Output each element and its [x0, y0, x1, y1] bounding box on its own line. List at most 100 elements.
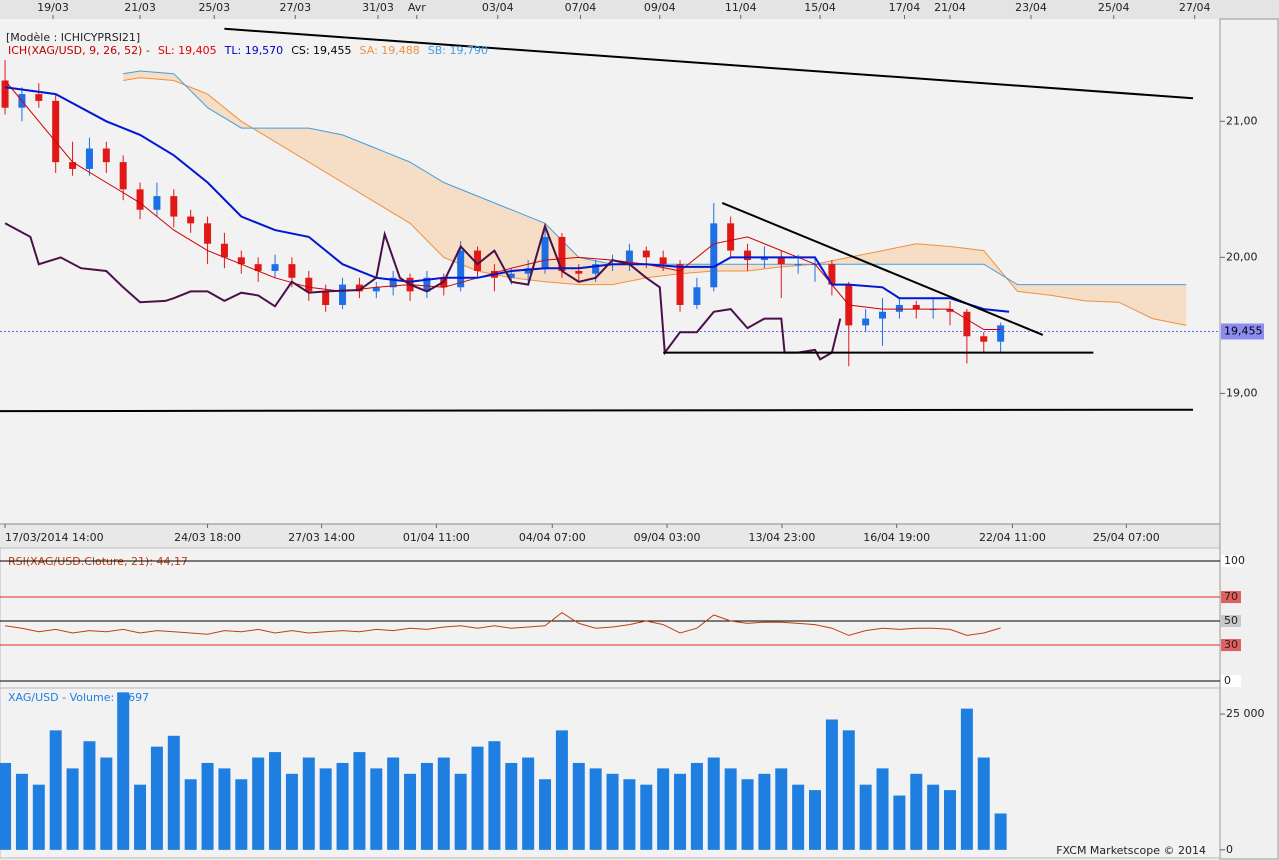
volume-bar [370, 768, 383, 850]
volume-bar [944, 790, 957, 850]
candle-body [136, 189, 144, 210]
x-tick-label: 24/03 18:00 [174, 531, 241, 544]
volume-bar [505, 762, 518, 850]
volume-bar [657, 768, 670, 850]
candle-body [659, 257, 667, 265]
candle-body [575, 270, 583, 274]
y-tick-label: 100 [1224, 554, 1245, 567]
volume-bar [32, 784, 45, 850]
candle-body [710, 223, 718, 288]
y-tick-label-bg [1221, 639, 1241, 652]
volume-bar [876, 768, 889, 850]
volume-bar [387, 757, 400, 850]
candle-body [457, 250, 465, 288]
candle-body [912, 304, 920, 310]
candle-body [760, 257, 768, 261]
candle-body [895, 304, 903, 312]
volume-bar [792, 784, 805, 850]
candle-body [642, 250, 650, 258]
x2-tick-label: 03/04 [482, 1, 514, 14]
rsi-panel [0, 547, 1221, 689]
candle-body [220, 243, 228, 258]
volume-bar [49, 730, 62, 850]
volume-bar [707, 757, 720, 850]
candle-body [592, 264, 600, 274]
volume-bar [555, 730, 568, 850]
candle-body [187, 216, 195, 224]
candle-body [474, 250, 482, 271]
volume-title: XAG/USD - Volume: 6 697 [8, 691, 149, 704]
volume-bar [150, 746, 163, 850]
candle-body [625, 250, 633, 265]
top-axis-strip [0, 0, 1279, 19]
trend-line [721, 201, 1044, 336]
volume-bar [437, 757, 450, 850]
volume-bar [994, 813, 1007, 850]
x-tick-label: 01/04 11:00 [403, 531, 470, 544]
x2-tick-label: 11/04 [725, 1, 757, 14]
volume-bar [893, 795, 906, 850]
volume-bar [522, 757, 535, 850]
volume-bar [842, 730, 855, 850]
cloud-fill [123, 71, 1187, 326]
candle-body [980, 336, 988, 342]
y-tick-label: 0 [1226, 843, 1233, 856]
y-tick-label-bg [1221, 555, 1241, 568]
x2-tick-label: 25/04 [1098, 1, 1130, 14]
candle-body [170, 196, 178, 217]
candle-body [153, 196, 161, 210]
last-price-box [1221, 323, 1264, 340]
volume-bar [235, 779, 248, 850]
volume-bar [927, 784, 940, 850]
volume-bar [690, 762, 703, 850]
candle-body [1, 80, 9, 108]
candle-body [693, 287, 701, 305]
volume-bar [336, 762, 349, 850]
candle-body [997, 325, 1005, 342]
volume-bar [218, 768, 231, 850]
candle-body [237, 257, 245, 265]
last-price-label: 19,455 [1224, 324, 1263, 337]
candle-body [355, 284, 363, 292]
volume-bar [319, 768, 332, 850]
volume-bar [960, 708, 973, 850]
y-tick-label-bg [1221, 591, 1241, 604]
x2-tick-label: 31/03 [362, 1, 394, 14]
rsi-line [5, 611, 1001, 636]
x-tick-label: 25/04 07:00 [1093, 531, 1160, 544]
x-tick-label: 16/04 19:00 [863, 531, 930, 544]
indicator-line [4, 80, 1001, 330]
candle-body [204, 223, 212, 244]
candle-body [507, 273, 515, 278]
volume-bar [977, 757, 990, 850]
volume-bar [269, 752, 282, 850]
legend-entry: ICH(XAG/USD, 9, 26, 52) - [8, 44, 150, 57]
x-tick-label: 17/03/2014 14:00 [5, 531, 104, 544]
volume-bar [758, 773, 771, 850]
x-tick-label: 13/04 23:00 [748, 531, 815, 544]
y-tick-label: 21,00 [1226, 114, 1258, 127]
right-axis [1219, 18, 1279, 860]
candle-body [305, 277, 313, 292]
x2-tick-label: 27/03 [279, 1, 311, 14]
volume-bar [201, 762, 214, 850]
volume-bar [117, 692, 130, 850]
trend-line [0, 408, 1194, 413]
candle-body [828, 264, 836, 285]
volume-bar [134, 784, 147, 850]
legend-entry: SA: 19,488 [360, 44, 420, 57]
volume-bar [724, 768, 737, 850]
y-tick-label: 70 [1224, 590, 1238, 603]
candle-body [777, 257, 785, 265]
y-tick-label: 30 [1224, 638, 1238, 651]
footer: FXCM Marketscope © 2014 [1056, 844, 1206, 857]
volume-bar [910, 773, 923, 850]
candle-body [85, 148, 93, 169]
x2-tick-label: 23/04 [1015, 1, 1047, 14]
candle-body [69, 162, 77, 169]
x2-tick-label: 09/04 [644, 1, 676, 14]
bottom-axis-strip [0, 524, 1220, 548]
volume-bar [100, 757, 113, 850]
candle-body [423, 277, 431, 292]
